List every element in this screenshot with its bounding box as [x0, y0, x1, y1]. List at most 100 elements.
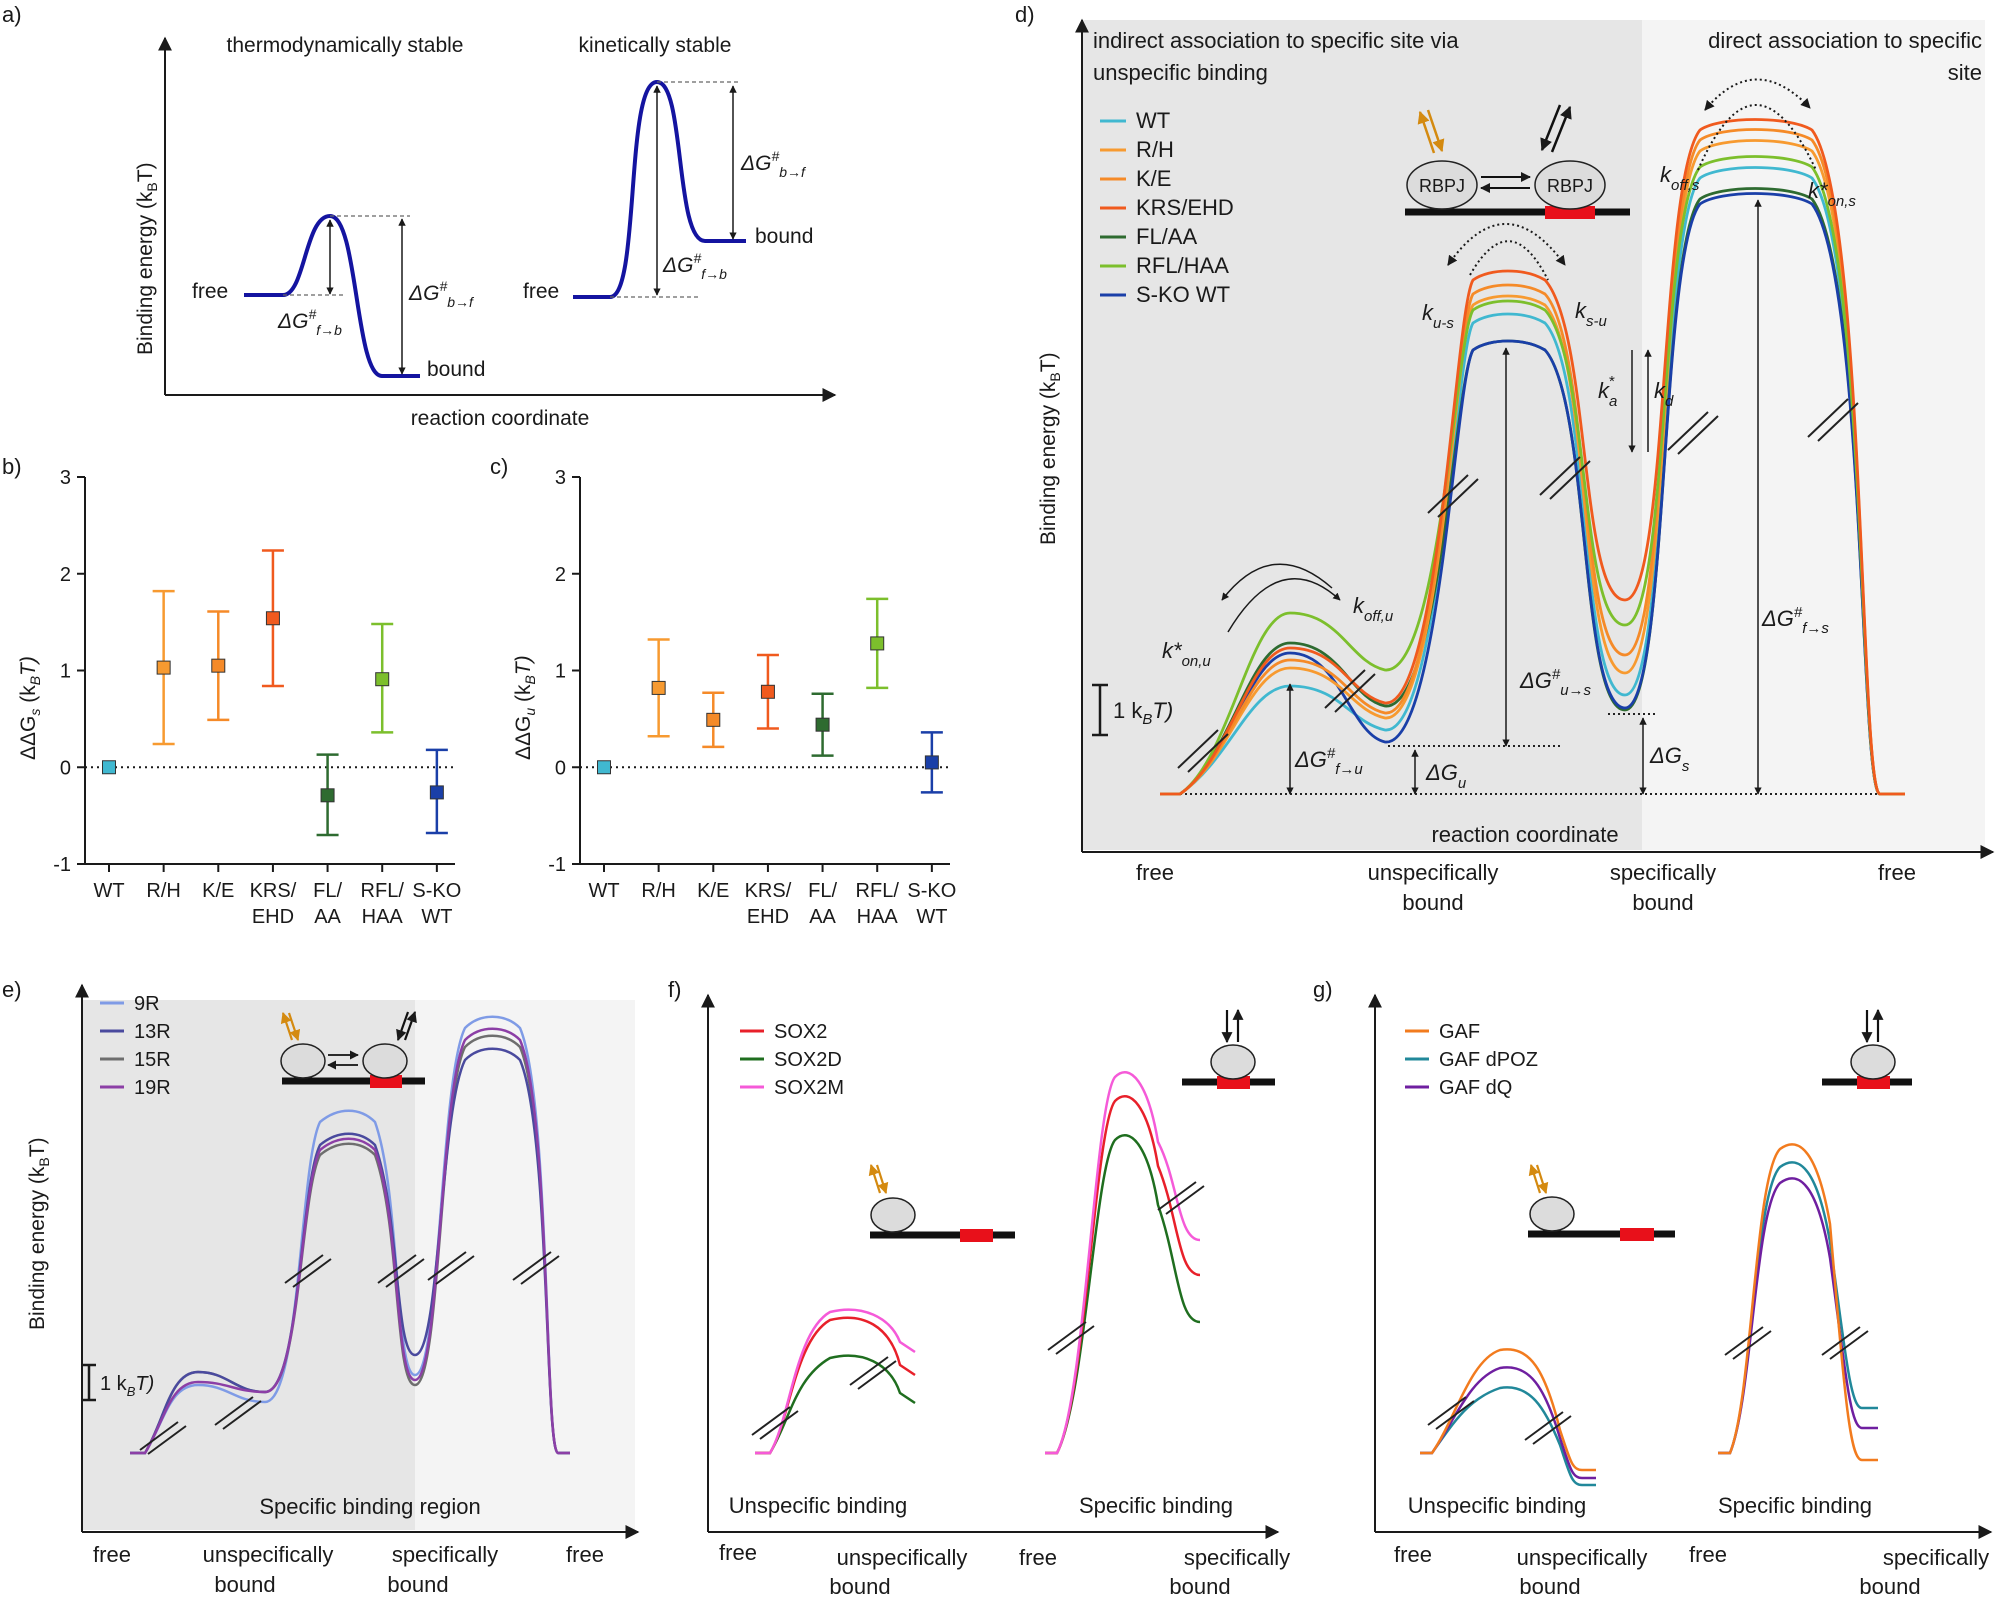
panel-a-dG-bf-right: ΔG#b→f — [740, 148, 807, 180]
panel-a-right-title: kinetically stable — [579, 34, 732, 57]
x-tick-label: EHD — [747, 906, 789, 928]
svg-text:bound: bound — [1169, 1574, 1230, 1598]
panel-d: d) indirect association to specific site… — [1015, 2, 1995, 915]
legend-entry: 19R — [134, 1077, 171, 1099]
x-tick-label: AA — [314, 906, 341, 928]
energy-curve-krs-ehd — [1160, 118, 1905, 796]
svg-text:free: free — [719, 1540, 757, 1565]
energy-curve-spec-sox2m — [1045, 1071, 1201, 1455]
panel-f-schematic-unspec — [868, 1163, 1015, 1242]
data-point — [815, 717, 830, 732]
panel-d-letter: d) — [1015, 2, 1035, 27]
y-tick-label: -1 — [53, 854, 71, 876]
svg-text:free: free — [566, 1542, 604, 1567]
legend-entry: SOX2 — [774, 1021, 827, 1043]
panel-a-letter: a) — [2, 2, 22, 27]
panel-a-xlabel: reaction coordinate — [411, 407, 590, 430]
legend-entry: GAF dQ — [1439, 1077, 1512, 1099]
panel-g-schematic-unspec — [1528, 1163, 1675, 1241]
label-k-off-s: koff,s — [1660, 162, 1700, 194]
energy-curve-unspec-gaf-dpoz — [1420, 1386, 1596, 1487]
panel-e: e) Binding energy (kBT) 9R 13R 15R 19R — [2, 977, 640, 1597]
panel-f-legend: SOX2 SOX2D SOX2M — [740, 1021, 844, 1099]
data-point — [924, 755, 939, 770]
panel-f-schematic-spec — [1182, 1008, 1275, 1089]
panel-a-left-title: thermodynamically stable — [227, 34, 464, 57]
label-k-on-s: k*on,s — [1808, 178, 1856, 210]
energy-curve-unspec-sox2d — [755, 1354, 916, 1455]
panel-a-free-right: free — [523, 280, 559, 303]
panel-d-xlabel: reaction coordinate — [1431, 822, 1618, 847]
panel-d-break-marks — [1177, 398, 1859, 773]
energy-curve-unspec-sox2m — [755, 1308, 916, 1455]
svg-text:free: free — [1136, 860, 1174, 885]
y-tick-label: -1 — [548, 854, 566, 876]
legend-entry: WT — [1136, 108, 1170, 133]
panel-c-letter: c) — [490, 454, 508, 479]
svg-text:Unspecific binding: Unspecific binding — [1408, 1493, 1587, 1518]
svg-text:free: free — [93, 1542, 131, 1567]
label-k-off-u: koff,u — [1353, 593, 1394, 625]
y-tick-label: 2 — [555, 564, 566, 586]
panel-a-kinetic-curve — [573, 79, 746, 299]
svg-text:RBPJ: RBPJ — [1547, 176, 1593, 196]
x-tick-label: S-KO — [412, 880, 461, 902]
panel-d-scale-label: 1 kBT) — [1113, 698, 1173, 728]
svg-text:Specific binding: Specific binding — [1718, 1493, 1872, 1518]
panel-f: f) SOX2 SOX2D SOX2M Unspecific binding Spe… — [668, 977, 1290, 1598]
legend-entry: K/E — [1136, 166, 1171, 191]
svg-text:specifically: specifically — [1184, 1545, 1290, 1570]
x-tick-label: R/H — [641, 880, 675, 902]
x-tick-label: WT — [421, 906, 452, 928]
svg-text:free: free — [1019, 1545, 1057, 1570]
svg-text:free: free — [1878, 860, 1916, 885]
energy-curve-s-ko-wt — [1160, 192, 1905, 796]
panel-b-letter: b) — [2, 454, 22, 479]
y-tick-label: 3 — [60, 467, 71, 489]
svg-text:RBPJ: RBPJ — [1419, 176, 1465, 196]
svg-text:bound: bound — [829, 1574, 890, 1598]
label-dG-u: ΔGu — [1425, 760, 1467, 792]
legend-entry: GAF dPOZ — [1439, 1049, 1538, 1071]
x-tick-label: KRS/ — [250, 880, 297, 902]
panel-a-free-left: free — [192, 280, 228, 303]
label-dG-fu: ΔG#f→u — [1294, 745, 1363, 778]
energy-curve-rfl-haa — [1160, 155, 1905, 796]
legend-entry: SOX2M — [774, 1077, 844, 1099]
legend-entry: R/H — [1136, 137, 1174, 162]
x-tick-label: KRS/ — [745, 880, 792, 902]
label-dG-s: ΔGs — [1649, 743, 1690, 775]
energy-curve-unspec-gaf — [1420, 1348, 1596, 1472]
data-point — [211, 658, 226, 673]
x-tick-label: FL/ — [313, 880, 342, 902]
legend-entry: 15R — [134, 1049, 171, 1071]
label-k-on-u: k*on,u — [1162, 638, 1211, 670]
energy-curve-19r — [130, 1027, 570, 1455]
panel-a-dG-fb-right: ΔG#f→b — [662, 250, 727, 282]
y-tick-label: 3 — [555, 467, 566, 489]
panel-e-curves — [130, 1015, 570, 1455]
panel-d-region-left-l1: indirect association to specific site vi… — [1093, 28, 1459, 53]
y-tick-label: 0 — [60, 757, 71, 779]
rbpj-right-icon — [1534, 160, 1606, 210]
svg-text:Specific binding: Specific binding — [1079, 1493, 1233, 1518]
x-tick-label: WT — [588, 880, 619, 902]
energy-curve-13r — [130, 1047, 570, 1455]
y-axis-label: ΔΔGs (kBT) — [17, 656, 43, 760]
panel-g-legend: GAF GAF dPOZ GAF dQ — [1405, 1021, 1538, 1099]
panel-g-letter: g) — [1313, 977, 1333, 1002]
x-tick-label: FL/ — [808, 880, 837, 902]
panel-d-legend: WT R/H K/E KRS/EHD FL/AA RFL/HAA S-KO WT — [1100, 108, 1234, 307]
panel-g-schematic-spec — [1822, 1008, 1912, 1089]
x-tick-label: K/E — [202, 880, 234, 902]
panel-e-region-label: Specific binding region — [259, 1494, 480, 1519]
panel-d-ylabel: Binding energy (kBT) — [1037, 352, 1063, 545]
panel-e-letter: e) — [2, 977, 22, 1002]
panel-d-rbpj-schematic: RBPJ RBPJ — [1405, 104, 1630, 219]
x-tick-label: EHD — [252, 906, 294, 928]
panel-e-schematic — [280, 1010, 425, 1088]
legend-entry: RFL/HAA — [1136, 253, 1229, 278]
x-tick-label: K/E — [697, 880, 729, 902]
